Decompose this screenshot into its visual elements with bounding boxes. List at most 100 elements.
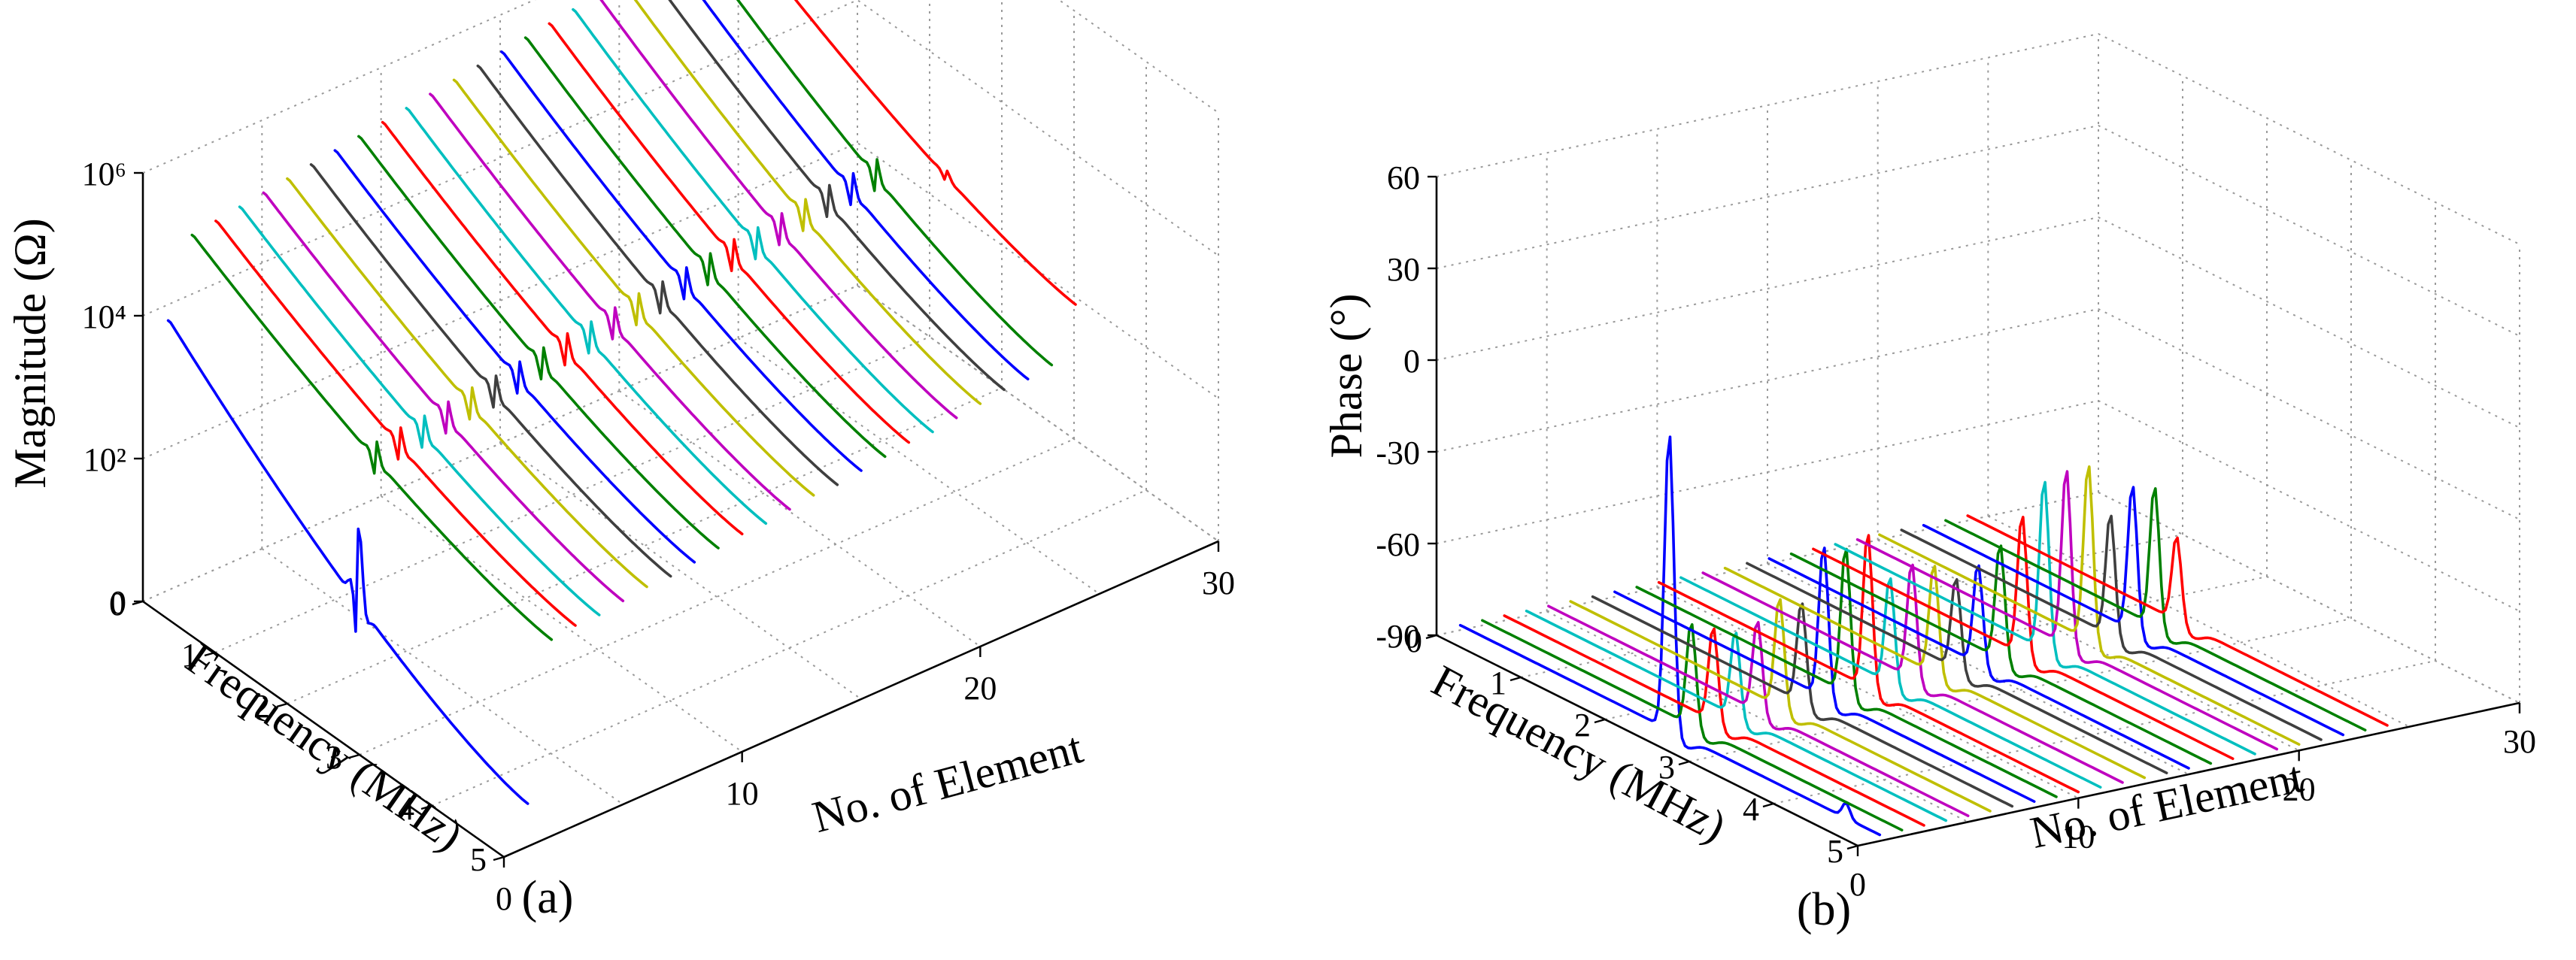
series-line-19 <box>599 0 958 419</box>
series-line-15 <box>500 50 863 472</box>
y-tick-label: 0 <box>1849 866 1866 903</box>
axes <box>141 173 1219 859</box>
gridline <box>142 0 1219 174</box>
panel-a-label: (a) <box>522 872 574 923</box>
series-line-14 <box>1746 562 2168 774</box>
series-line-18 <box>1834 480 2256 756</box>
element-axis-label: No. of Element <box>2026 752 2307 858</box>
gridline <box>738 338 1100 595</box>
series-line-1 <box>1458 435 1882 837</box>
series-line-2 <box>190 233 554 641</box>
x-tick-label: 0 <box>109 586 126 622</box>
gridline <box>1436 32 2520 245</box>
series-line-22 <box>702 0 1030 381</box>
frequency-axis-line <box>1436 634 1858 847</box>
series-line-23 <box>1944 486 2367 732</box>
gridline <box>214 336 930 653</box>
z-tick-label: 10⁴ <box>82 298 126 335</box>
x-tick-label: 4 <box>398 790 414 827</box>
x-tick-label: 5 <box>1827 833 1843 870</box>
series-line-15 <box>1767 557 2190 770</box>
series-line-20 <box>1878 465 2301 746</box>
series-line-3 <box>214 220 577 627</box>
series-line-1 <box>166 319 529 805</box>
series-line-23 <box>736 0 1054 367</box>
x-tick-label: 3 <box>326 739 342 776</box>
series-line-21 <box>1900 514 2323 741</box>
x-tick-label: 2 <box>253 688 270 725</box>
x-tick-label: 2 <box>1574 707 1591 743</box>
frequency-axis-label: Frequency (MHz) <box>177 634 472 861</box>
series-line-10 <box>1657 534 2080 794</box>
z-tick-label: 30 <box>1387 251 1420 288</box>
gridline <box>261 548 624 805</box>
series-line-14 <box>476 64 839 486</box>
series-group <box>166 0 1077 805</box>
series-line-10 <box>381 120 744 536</box>
x-tick-mark <box>1762 802 1774 808</box>
series-line-7 <box>309 163 672 578</box>
series-line-21 <box>668 0 1006 392</box>
y-tick-label: 30 <box>2503 723 2536 760</box>
series-line-5 <box>1547 604 1970 817</box>
x-tick-mark <box>493 856 505 862</box>
series-line-16 <box>523 36 887 459</box>
gridline <box>1436 307 2520 520</box>
series-line-12 <box>429 92 791 511</box>
series-line-11 <box>1679 576 2102 789</box>
gridline <box>142 0 1219 316</box>
series-line-6 <box>286 177 648 589</box>
z-tick-label: 60 <box>1387 159 1420 196</box>
series-line-3 <box>1503 614 1925 827</box>
x-tick-mark <box>1509 676 1522 682</box>
x-tick-mark <box>204 651 216 657</box>
x-tick-label: 1 <box>1490 665 1506 701</box>
frequency-axis-line <box>142 600 505 859</box>
gridline <box>857 285 1219 542</box>
series-line-4 <box>1525 609 1948 822</box>
element-axis-line <box>1857 701 2520 847</box>
series-line-12 <box>1701 563 2124 784</box>
y-tick-label: 10 <box>726 775 759 812</box>
gridline <box>1656 586 2079 799</box>
x-tick-mark <box>420 804 432 810</box>
series-line-13 <box>452 78 815 497</box>
series-line-2 <box>1481 619 1904 831</box>
z-tick-label: 0 <box>110 584 126 621</box>
gridline <box>1436 491 2520 704</box>
gridline <box>1546 610 1969 823</box>
series-line-17 <box>548 22 911 444</box>
series-line-17 <box>1812 515 2235 761</box>
series-line-6 <box>1569 598 1992 813</box>
series-line-19 <box>1855 470 2279 751</box>
series-line-8 <box>1613 546 2036 803</box>
series-line-24 <box>793 0 1077 306</box>
gridline <box>142 284 1219 602</box>
y-tick-label: 20 <box>963 670 997 707</box>
gridline <box>499 443 862 700</box>
panel-b-label: (b) <box>1797 884 1851 935</box>
series-group <box>1458 435 2389 837</box>
gridline <box>381 495 743 753</box>
series-line-20 <box>633 0 982 405</box>
series-line-11 <box>405 107 768 525</box>
x-tick-label: 5 <box>470 841 487 878</box>
grid-lines <box>1436 32 2520 846</box>
gridline <box>142 141 1219 459</box>
x-tick-label: 1 <box>181 637 198 674</box>
z-axis-label: Phase (°) <box>1321 294 1371 459</box>
element-axis-label: No. of Element <box>807 722 1088 842</box>
series-line-7 <box>1591 595 2014 808</box>
series-line-8 <box>333 149 696 564</box>
x-tick-mark <box>1846 844 1858 850</box>
z-tick-label: 10² <box>83 441 126 478</box>
gridline <box>1767 563 2189 775</box>
y-tick-label: 30 <box>1202 565 1235 601</box>
z-tick-label: -60 <box>1376 526 1420 563</box>
gridline <box>1436 124 2520 337</box>
